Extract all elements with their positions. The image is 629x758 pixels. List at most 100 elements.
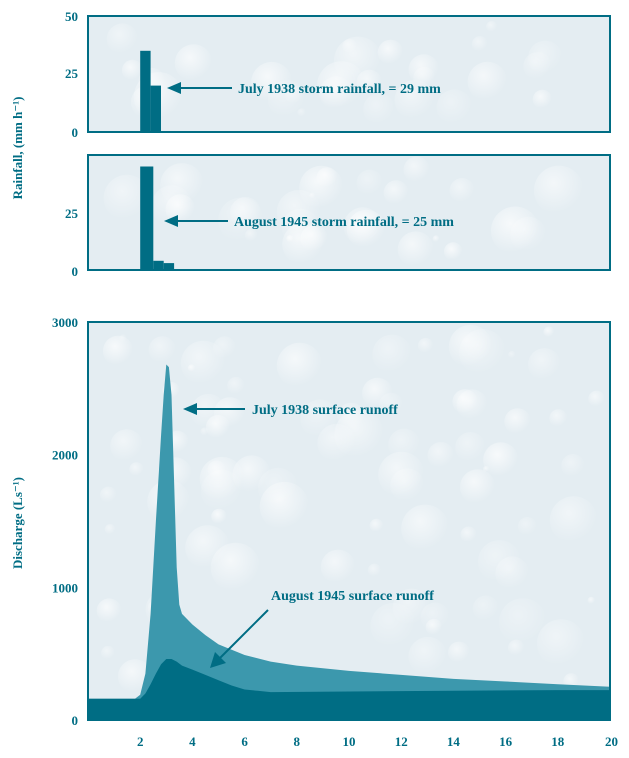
texture-droplet <box>403 156 430 183</box>
rainfall-1945-bar-0 <box>140 166 154 270</box>
texture-droplet <box>211 508 228 525</box>
texture-droplet <box>320 549 356 585</box>
texture-droplet <box>104 524 116 535</box>
discharge-xtick-2: 2 <box>137 734 144 749</box>
runoff-1945-area <box>88 659 610 720</box>
runoff-1945-arrow <box>210 609 269 668</box>
texture-droplet <box>528 348 561 382</box>
rainfall-1945-bar-2 <box>163 263 175 270</box>
texture-droplet <box>369 518 384 533</box>
discharge-xtick-14: 14 <box>447 734 461 749</box>
texture-droplet <box>460 526 477 543</box>
texture-droplet <box>356 169 384 197</box>
texture-droplet <box>180 340 227 387</box>
rainfall-1945-panel: 25 0 August 1945 storm rainfall, = 25 mm <box>65 154 611 279</box>
texture-droplet <box>499 598 547 646</box>
texture-droplet <box>455 432 486 463</box>
texture-droplet <box>129 462 144 477</box>
runoff-1938-arrow <box>183 403 245 415</box>
texture-droplet <box>227 376 246 395</box>
rainfall-1945-arrow <box>164 215 228 227</box>
texture-droplet <box>101 645 116 660</box>
texture-droplet <box>342 38 358 54</box>
rainfall-1945-bar-1 <box>153 260 164 270</box>
texture-droplet <box>561 454 585 478</box>
rainfall-1938-ytick-50: 50 <box>65 9 78 24</box>
discharge-xtick-4: 4 <box>189 734 196 749</box>
texture-droplet <box>300 224 329 253</box>
runoff-1938-area <box>88 364 610 720</box>
texture-droplet <box>394 79 435 121</box>
texture-droplet <box>316 167 338 189</box>
texture-droplet <box>432 235 440 243</box>
texture-droplet <box>549 409 568 428</box>
rainfall-1938-ytick-0: 0 <box>72 125 79 140</box>
texture-droplet <box>346 209 387 250</box>
panel-texture <box>103 156 584 268</box>
texture-droplet <box>486 21 498 33</box>
texture-droplet <box>367 563 382 577</box>
discharge-xtick-18: 18 <box>551 734 565 749</box>
texture-droplet <box>372 334 413 375</box>
texture-droplet <box>587 596 596 605</box>
texture-droplet <box>378 451 425 499</box>
texture-droplet <box>317 423 357 463</box>
texture-droplet <box>174 44 213 82</box>
texture-droplet <box>449 178 475 204</box>
texture-droplet <box>472 595 500 622</box>
discharge-xtick-12: 12 <box>395 734 408 749</box>
texture-droplet <box>199 456 245 502</box>
discharge-xtick-16: 16 <box>499 734 513 749</box>
texture-droplet <box>96 598 122 624</box>
texture-droplet <box>533 165 584 216</box>
texture-droplet <box>543 326 555 338</box>
texture-droplet <box>483 442 519 478</box>
texture-droplet <box>549 496 598 545</box>
texture-droplet <box>408 636 448 676</box>
texture-droplet <box>536 619 586 668</box>
rainfall-1945-ytick-0: 0 <box>72 264 79 279</box>
discharge-panel: 0 1000 2000 3000 2 4 6 8 10 12 14 16 18 20 July 1938… <box>52 315 618 749</box>
texture-droplet <box>121 59 143 81</box>
texture-droplet <box>185 525 231 571</box>
rainfall-1945-annotation: August 1945 storm rainfall, = 25 mm <box>234 215 454 230</box>
rainfall-1938-annotation: July 1938 storm rainfall, = 29 mm <box>238 82 441 97</box>
texture-droplet <box>490 206 540 256</box>
texture-droplet <box>532 89 553 110</box>
rainfall-1938-bar-1 <box>150 85 161 132</box>
texture-droplet <box>413 66 436 90</box>
texture-droplet <box>378 392 404 418</box>
texture-droplet <box>448 641 470 664</box>
texture-droplet <box>285 85 304 105</box>
rainfall-1938-frame <box>87 15 611 133</box>
texture-droplet <box>392 588 431 627</box>
rainfall-1938-panel: 50 25 0 July 1938 storm rainfall, = 29 m… <box>65 9 611 140</box>
texture-droplet <box>148 336 177 364</box>
discharge-ytick-2000: 2000 <box>52 448 78 463</box>
texture-droplet <box>417 337 434 354</box>
texture-droplet <box>317 61 366 110</box>
rainfall-1945-ytick-25: 25 <box>65 206 79 221</box>
texture-droplet <box>401 504 449 553</box>
texture-droplet <box>309 192 316 199</box>
texture-droplet <box>205 415 231 440</box>
discharge-xtick-6: 6 <box>241 734 248 749</box>
texture-droplet <box>471 36 488 53</box>
texture-droplet <box>477 540 522 584</box>
texture-droplet <box>100 486 117 504</box>
texture-droplet <box>276 342 323 389</box>
rainfall-1938-arrow <box>167 82 232 94</box>
runoff-1938-annotation: July 1938 surface runoff <box>252 403 398 418</box>
discharge-axis-label: Discharge (Ls⁻¹) <box>10 477 25 569</box>
rainfall-1945-frame <box>87 154 611 271</box>
discharge-ytick-3000: 3000 <box>52 315 78 330</box>
texture-droplet <box>508 351 516 359</box>
texture-droplet <box>102 335 134 367</box>
texture-droplet <box>397 231 434 268</box>
rainfall-axis-label: Rainfall, (mm h⁻¹) <box>10 97 25 200</box>
texture-droplet <box>297 108 307 117</box>
runoff-1945-annotation: August 1945 surface runoff <box>271 589 434 604</box>
rainfall-1938-ytick-25: 25 <box>65 66 79 81</box>
